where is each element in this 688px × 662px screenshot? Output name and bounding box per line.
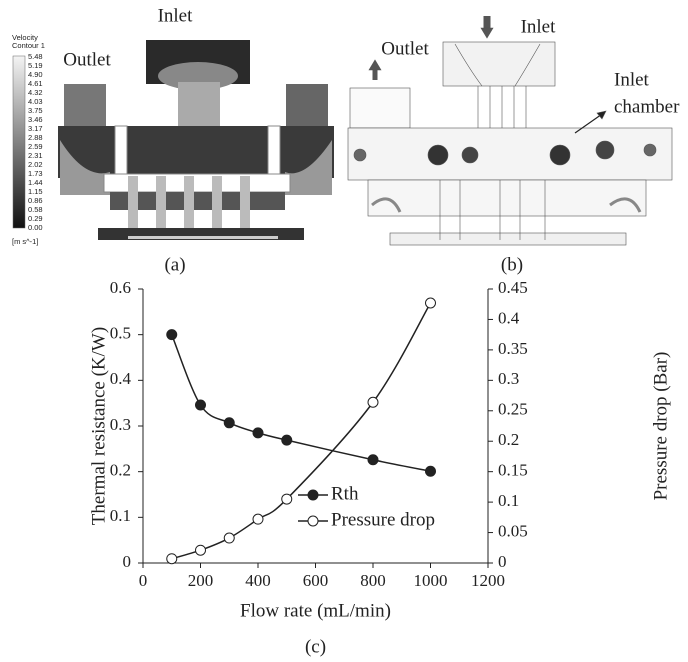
y-tick-label: 0.6 (110, 278, 131, 297)
label: Inlet (521, 16, 557, 37)
data-point (223, 532, 235, 544)
legend-label: Rth (331, 483, 359, 504)
y-axis-label: Thermal resistance (K/W) (88, 327, 109, 525)
x-axis-label: Flow rate (mL/min) (240, 600, 391, 621)
colorbar-label: 4.61 (28, 79, 43, 88)
legend-marker (307, 489, 319, 501)
y-tick-label: 0.1 (110, 506, 131, 525)
data-point (166, 329, 178, 341)
label: Inlet (158, 5, 194, 26)
y-tick-label: 0.2 (110, 461, 131, 480)
y2-tick-label: 0.2 (498, 430, 519, 449)
colorbar-label: 4.90 (28, 70, 43, 79)
colorbar-label: 3.75 (28, 106, 43, 115)
colorbar-label: 0.00 (28, 223, 43, 232)
label: Outlet (381, 38, 429, 59)
colorbar-label: 0.29 (28, 214, 43, 223)
caption: (b) (501, 254, 523, 275)
x-tick-label: 800 (360, 571, 386, 590)
colorbar-label: 2.88 (28, 133, 43, 142)
colorbar-label: 3.17 (28, 124, 43, 133)
data-point (281, 434, 293, 446)
y2-tick-label: 0.35 (498, 339, 528, 358)
caption: (c) (305, 636, 326, 657)
colorbar-label: 0.58 (28, 205, 43, 214)
data-point (195, 544, 206, 556)
y2-tick-label: 0.15 (498, 461, 528, 480)
legend-label: Pressure drop (331, 509, 435, 530)
colorbar-label: 2.02 (28, 160, 43, 169)
colorbar-label: 2.59 (28, 142, 43, 151)
colorbar-label: 5.48 (28, 52, 43, 61)
label: Outlet (63, 49, 111, 70)
x-tick-label: 400 (245, 571, 271, 590)
data-point (367, 454, 379, 466)
label: Inlet (614, 69, 650, 90)
y-tick-label: 0.5 (110, 324, 131, 343)
x-tick-label: 1000 (414, 571, 448, 590)
legend-title: Contour 1 (12, 41, 45, 50)
y2-tick-label: 0 (498, 552, 507, 571)
data-point (252, 427, 264, 439)
cfd-velocity-image (12, 40, 334, 240)
y2-tick-label: 0.4 (498, 308, 520, 327)
data-point (166, 553, 178, 565)
y2-tick-label: 0.45 (498, 278, 528, 297)
y2-tick-label: 0.25 (498, 400, 528, 419)
data-point (425, 297, 436, 309)
legend-marker (307, 515, 319, 527)
colorbar-label: 4.03 (28, 97, 43, 106)
colorbar-unit: [m s^-1] (12, 237, 38, 246)
x-tick-label: 200 (188, 571, 214, 590)
data-point (425, 465, 436, 477)
colorbar-label: 5.19 (28, 61, 43, 70)
colorbar-label: 1.44 (28, 178, 43, 187)
caption: (a) (164, 254, 185, 275)
colorbar-label: 2.31 (28, 151, 43, 160)
label: chamber (614, 96, 680, 117)
y-tick-label: 0.4 (110, 369, 132, 388)
data-point (252, 513, 264, 525)
y2-tick-label: 0.05 (498, 521, 528, 540)
y2-tick-label: 0.1 (498, 491, 519, 510)
series-line (171, 334, 431, 472)
legend-title: Velocity (12, 33, 38, 42)
data-point (281, 493, 293, 505)
colorbar-label: 4.32 (28, 88, 43, 97)
y2-tick-label: 0.3 (498, 369, 519, 388)
cfd-streamline-image (347, 16, 673, 246)
data-point (367, 396, 379, 408)
data-point (195, 399, 206, 411)
colorbar-label: 1.73 (28, 169, 43, 178)
colorbar-label: 0.86 (28, 196, 43, 205)
x-tick-label: 0 (139, 571, 148, 590)
y-tick-label: 0.3 (110, 415, 131, 434)
y-tick-label: 0 (123, 552, 132, 571)
data-point (223, 417, 235, 429)
colorbar-label: 3.46 (28, 115, 43, 124)
colorbar-label: 1.15 (28, 187, 43, 196)
x-tick-label: 600 (303, 571, 329, 590)
x-tick-label: 1200 (471, 571, 505, 590)
y2-axis-label: Pressure drop (Bar) (650, 352, 671, 501)
